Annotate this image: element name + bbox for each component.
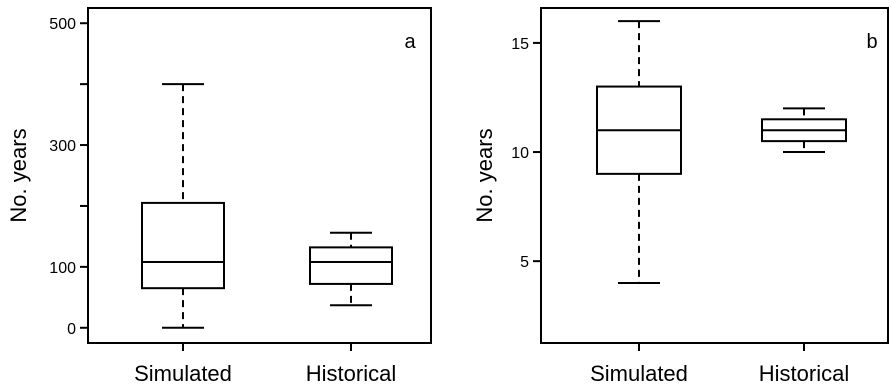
y-tick-label: 300 [49, 138, 76, 155]
x-tick-label: Simulated [134, 361, 232, 385]
plot-frame [540, 7, 889, 344]
x-tick-label: Historical [306, 361, 396, 385]
y-tick-label: 0 [67, 321, 76, 338]
y-axis-label: No. years [6, 128, 31, 222]
x-tick-label: Historical [759, 361, 849, 385]
y-tick-label: 15 [511, 36, 529, 53]
x-tick-label: Simulated [590, 361, 688, 385]
box-simulated [141, 83, 225, 329]
iqr-box [309, 246, 393, 285]
y-tick-label: 500 [49, 16, 76, 33]
y-tick-label: 10 [511, 145, 529, 162]
plot-frame [87, 7, 432, 344]
box-simulated [596, 20, 682, 284]
box-historical [309, 231, 393, 307]
box-historical [761, 107, 847, 154]
panel-letter: b [866, 31, 877, 53]
y-tick-label: 100 [49, 260, 76, 277]
iqr-box [141, 201, 225, 290]
y-tick-label: 5 [520, 254, 529, 271]
panel-b: 5 10 15 No. years b Simulated Historical [472, 7, 889, 385]
panel-letter: a [404, 31, 416, 53]
y-axis-label: No. years [472, 128, 497, 222]
panel-a: 0 100 300 500 No. years a Simulated Historical [6, 7, 432, 385]
